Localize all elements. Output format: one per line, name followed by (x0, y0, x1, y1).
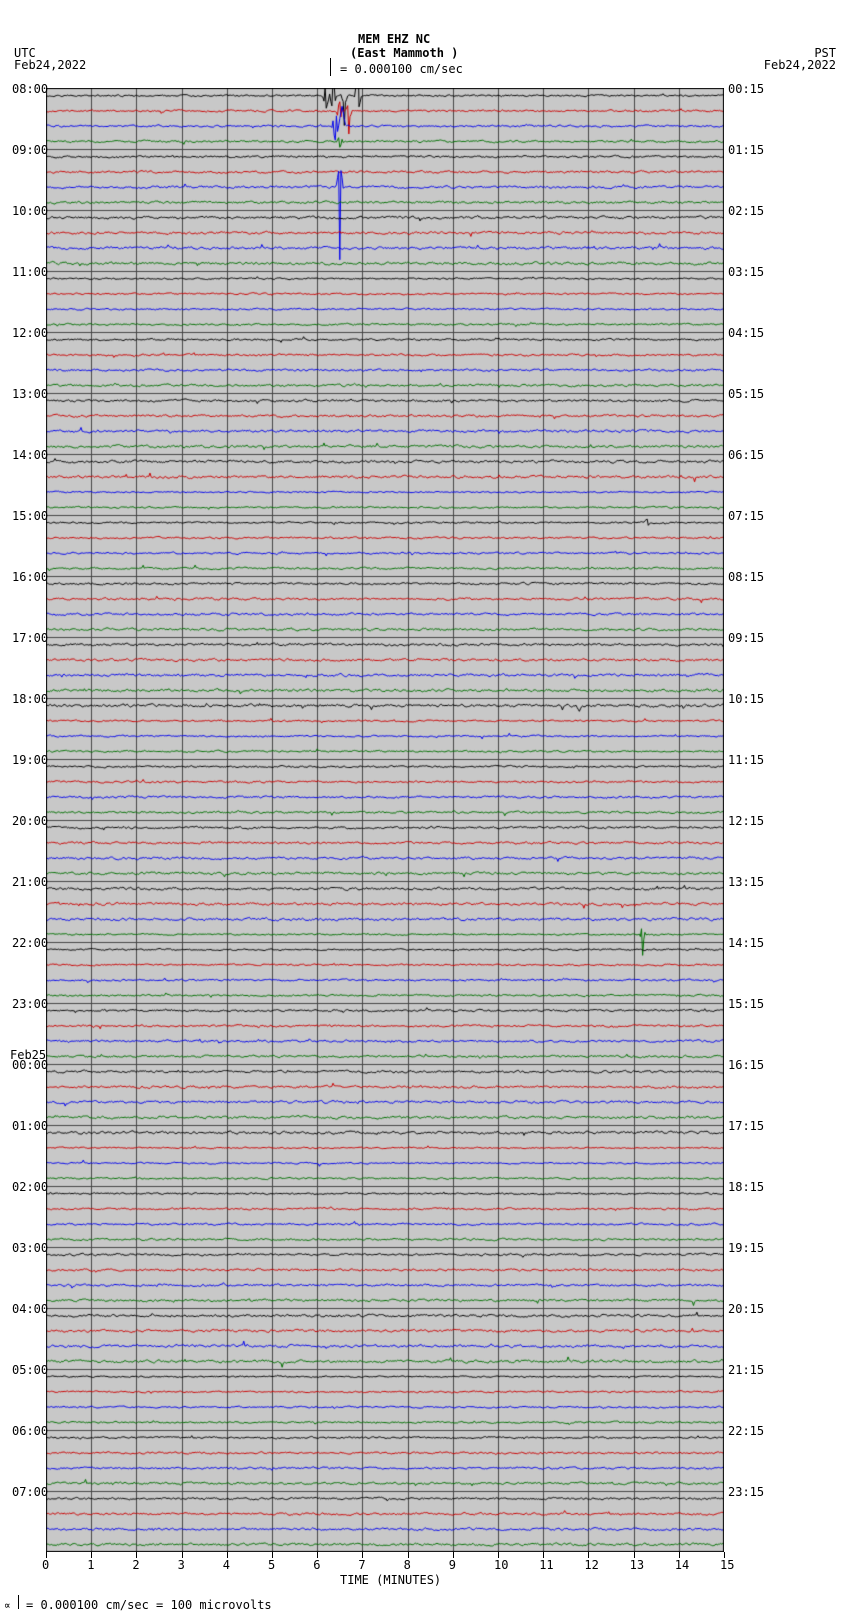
x-tick-label: 9 (449, 1558, 456, 1572)
pst-hour-label: 20:15 (728, 1302, 764, 1316)
pst-hour-label: 07:15 (728, 509, 764, 523)
x-tick-label: 14 (675, 1558, 689, 1572)
utc-hour-label: 09:00 (12, 143, 48, 157)
pst-date: Feb24,2022 (764, 58, 836, 72)
utc-hour-label: 04:00 (12, 1302, 48, 1316)
utc-hour-label: 19:00 (12, 753, 48, 767)
x-tick-label: 1 (87, 1558, 94, 1572)
x-tick-label: 15 (720, 1558, 734, 1572)
utc-hour-label: 16:00 (12, 570, 48, 584)
utc-hour-label: 12:00 (12, 326, 48, 340)
utc-hour-label: 20:00 (12, 814, 48, 828)
utc-hour-label: 21:00 (12, 875, 48, 889)
utc-hour-label: 03:00 (12, 1241, 48, 1255)
utc-hour-label: 08:00 (12, 82, 48, 96)
seismogram-plot (46, 88, 724, 1552)
x-tick-label: 4 (223, 1558, 230, 1572)
utc-date: Feb24,2022 (14, 58, 86, 72)
utc-hour-label: 05:00 (12, 1363, 48, 1377)
footnote: = 0.000100 cm/sec = 100 microvolts (26, 1598, 272, 1612)
utc-hour-label: 02:00 (12, 1180, 48, 1194)
utc-hour-label: 06:00 (12, 1424, 48, 1438)
utc-hour-label: 22:00 (12, 936, 48, 950)
pst-hour-label: 10:15 (728, 692, 764, 706)
pst-hour-label: 00:15 (728, 82, 764, 96)
x-tick-label: 5 (268, 1558, 275, 1572)
utc-hour-label: 15:00 (12, 509, 48, 523)
pst-hour-label: 23:15 (728, 1485, 764, 1499)
station-location: (East Mammoth ) (350, 46, 458, 60)
scale-bar (330, 58, 331, 76)
utc-hour-label: 11:00 (12, 265, 48, 279)
utc-hour-label: 10:00 (12, 204, 48, 218)
pst-hour-label: 13:15 (728, 875, 764, 889)
pst-hour-label: 04:15 (728, 326, 764, 340)
pst-hour-label: 21:15 (728, 1363, 764, 1377)
pst-hour-label: 14:15 (728, 936, 764, 950)
x-tick-label: 2 (132, 1558, 139, 1572)
pst-hour-label: 02:15 (728, 204, 764, 218)
pst-hour-label: 16:15 (728, 1058, 764, 1072)
utc-hour-label: 13:00 (12, 387, 48, 401)
pst-hour-label: 11:15 (728, 753, 764, 767)
pst-hour-label: 22:15 (728, 1424, 764, 1438)
pst-hour-label: 19:15 (728, 1241, 764, 1255)
scale-label: = 0.000100 cm/sec (340, 62, 463, 76)
footnote-prefix: ∝ (4, 1599, 11, 1612)
pst-hour-label: 12:15 (728, 814, 764, 828)
utc-hour-label: 14:00 (12, 448, 48, 462)
x-tick-label: 0 (42, 1558, 49, 1572)
utc-hour-label: 18:00 (12, 692, 48, 706)
x-tick-label: 11 (539, 1558, 553, 1572)
utc-hour-label: 07:00 (12, 1485, 48, 1499)
x-axis-label: TIME (MINUTES) (340, 1573, 441, 1587)
pst-hour-label: 03:15 (728, 265, 764, 279)
pst-hour-label: 09:15 (728, 631, 764, 645)
pst-hour-label: 08:15 (728, 570, 764, 584)
pst-hour-label: 18:15 (728, 1180, 764, 1194)
utc-hour-label: 23:00 (12, 997, 48, 1011)
utc-hour-label: 01:00 (12, 1119, 48, 1133)
station-code: MEM EHZ NC (358, 32, 430, 46)
utc-hour-label: 17:00 (12, 631, 48, 645)
x-tick-label: 10 (494, 1558, 508, 1572)
pst-hour-label: 01:15 (728, 143, 764, 157)
x-tick-label: 7 (358, 1558, 365, 1572)
pst-hour-label: 15:15 (728, 997, 764, 1011)
x-tick-label: 8 (404, 1558, 411, 1572)
pst-hour-label: 17:15 (728, 1119, 764, 1133)
utc-hour-label: 00:00 (12, 1058, 48, 1072)
x-tick-label: 6 (313, 1558, 320, 1572)
footnote-bar (18, 1595, 19, 1609)
x-tick-label: 13 (630, 1558, 644, 1572)
x-tick-label: 3 (178, 1558, 185, 1572)
x-tick-label: 12 (584, 1558, 598, 1572)
pst-hour-label: 05:15 (728, 387, 764, 401)
pst-hour-label: 06:15 (728, 448, 764, 462)
